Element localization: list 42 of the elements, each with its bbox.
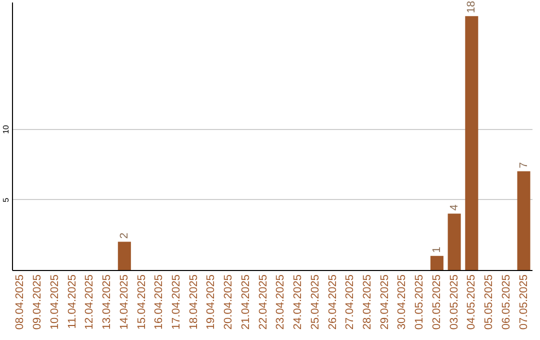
x-tick-label: 23.04.2025: [274, 274, 287, 330]
data-label: 1: [430, 246, 443, 253]
x-tick-label: 11.04.2025: [66, 274, 78, 329]
x-tick-label: 27.04.2025: [344, 274, 356, 330]
bar: [430, 256, 444, 270]
x-tick-label: 21.04.2025: [240, 274, 252, 330]
data-label: 7: [518, 162, 530, 168]
x-tick-label: 17.04.2025: [170, 274, 183, 330]
y-tick-label: 5: [2, 197, 10, 202]
x-tick-label: 15.04.2025: [136, 274, 148, 330]
data-label: 18: [466, 0, 478, 14]
y-tick-label: 10: [2, 124, 10, 134]
x-tick-label: 28.04.2025: [361, 274, 374, 330]
x-tick-label: 29.04.2025: [378, 274, 391, 330]
x-tick-label: 16.04.2025: [153, 274, 166, 330]
x-tick-label: 07.05.2025: [518, 274, 530, 330]
x-tick-label: 06.05.2025: [500, 274, 512, 330]
bar: [448, 214, 461, 270]
bar: [118, 242, 131, 270]
x-tick-label: 02.05.2025: [430, 274, 443, 330]
bar: [465, 16, 478, 270]
x-tick-label: 04.05.2025: [466, 274, 478, 330]
x-tick-label: 24.04.2025: [292, 274, 304, 330]
x-tick-label: 30.04.2025: [396, 274, 408, 330]
x-tick-label: 03.05.2025: [448, 274, 460, 330]
x-tick-label: 22.04.2025: [257, 274, 270, 330]
x-tick-label: 08.04.2025: [14, 274, 26, 330]
x-tick-label: 12.04.2025: [84, 274, 96, 330]
x-tick-label: 20.04.2025: [222, 274, 235, 330]
x-tick-label: 14.04.2025: [118, 274, 130, 330]
x-tick-label: 26.04.2025: [326, 274, 339, 330]
x-tick-label: 18.04.2025: [188, 274, 200, 330]
x-tick-label: 01.05.2025: [414, 274, 426, 330]
data-label: 2: [118, 232, 130, 239]
data-label: 4: [448, 204, 460, 211]
x-tick-label: 05.05.2025: [483, 274, 496, 330]
x-tick-label: 10.04.2025: [48, 274, 61, 330]
x-tick-label: 19.04.2025: [205, 274, 218, 330]
x-tick-label: 25.04.2025: [309, 274, 322, 330]
x-tick-label: 13.04.2025: [101, 274, 114, 330]
x-tick-label: 09.04.2025: [32, 274, 44, 330]
bar: [517, 171, 530, 270]
